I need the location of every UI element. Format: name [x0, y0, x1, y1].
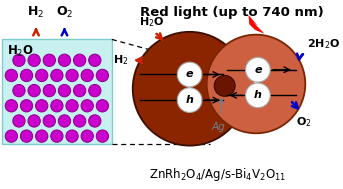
Circle shape	[28, 84, 40, 97]
Circle shape	[28, 54, 40, 67]
Text: H$_2$O: H$_2$O	[139, 15, 165, 29]
Circle shape	[36, 130, 48, 142]
Circle shape	[177, 88, 202, 112]
Circle shape	[58, 54, 71, 67]
Circle shape	[36, 69, 48, 82]
Circle shape	[81, 130, 93, 142]
Circle shape	[43, 115, 56, 127]
Circle shape	[20, 100, 33, 112]
Circle shape	[51, 100, 63, 112]
Text: H$_2$: H$_2$	[27, 5, 45, 20]
Text: 2H$_2$O: 2H$_2$O	[307, 37, 341, 51]
Circle shape	[66, 130, 78, 142]
Text: O$_2$: O$_2$	[296, 115, 311, 129]
Text: ZnRh$_2$O$_4$/Ag/s-Bi$_4$V$_2$O$_{11}$: ZnRh$_2$O$_4$/Ag/s-Bi$_4$V$_2$O$_{11}$	[149, 167, 287, 184]
Circle shape	[36, 100, 48, 112]
Text: Ag: Ag	[211, 122, 225, 132]
Text: e: e	[254, 65, 262, 75]
Circle shape	[246, 83, 270, 108]
Text: O$_2$: O$_2$	[56, 5, 73, 20]
Circle shape	[20, 130, 33, 142]
Circle shape	[88, 115, 101, 127]
Circle shape	[66, 69, 78, 82]
Circle shape	[177, 62, 202, 87]
Circle shape	[81, 69, 93, 82]
Polygon shape	[248, 15, 264, 35]
Circle shape	[73, 84, 86, 97]
Circle shape	[81, 100, 93, 112]
Text: e: e	[186, 70, 193, 80]
Circle shape	[20, 69, 33, 82]
Circle shape	[5, 69, 17, 82]
Text: Red light (up to 740 nm): Red light (up to 740 nm)	[140, 6, 324, 19]
Circle shape	[207, 35, 305, 133]
Circle shape	[214, 75, 235, 96]
Circle shape	[13, 84, 25, 97]
Circle shape	[73, 54, 86, 67]
Circle shape	[43, 84, 56, 97]
Circle shape	[5, 130, 17, 142]
Circle shape	[5, 100, 17, 112]
Circle shape	[13, 115, 25, 127]
Circle shape	[73, 115, 86, 127]
Circle shape	[43, 54, 56, 67]
Circle shape	[88, 84, 101, 97]
Circle shape	[66, 100, 78, 112]
Circle shape	[96, 130, 108, 142]
Circle shape	[13, 54, 25, 67]
Circle shape	[51, 69, 63, 82]
Circle shape	[88, 54, 101, 67]
Circle shape	[96, 100, 108, 112]
Text: h: h	[186, 95, 193, 105]
Circle shape	[96, 69, 108, 82]
Text: H$_2$O: H$_2$O	[7, 44, 34, 59]
Circle shape	[28, 115, 40, 127]
Circle shape	[51, 130, 63, 142]
Circle shape	[58, 115, 71, 127]
FancyBboxPatch shape	[2, 40, 112, 144]
Text: H$_2$: H$_2$	[114, 53, 129, 67]
Circle shape	[58, 84, 71, 97]
Circle shape	[133, 32, 247, 146]
Circle shape	[246, 57, 270, 82]
Text: h: h	[254, 90, 262, 100]
